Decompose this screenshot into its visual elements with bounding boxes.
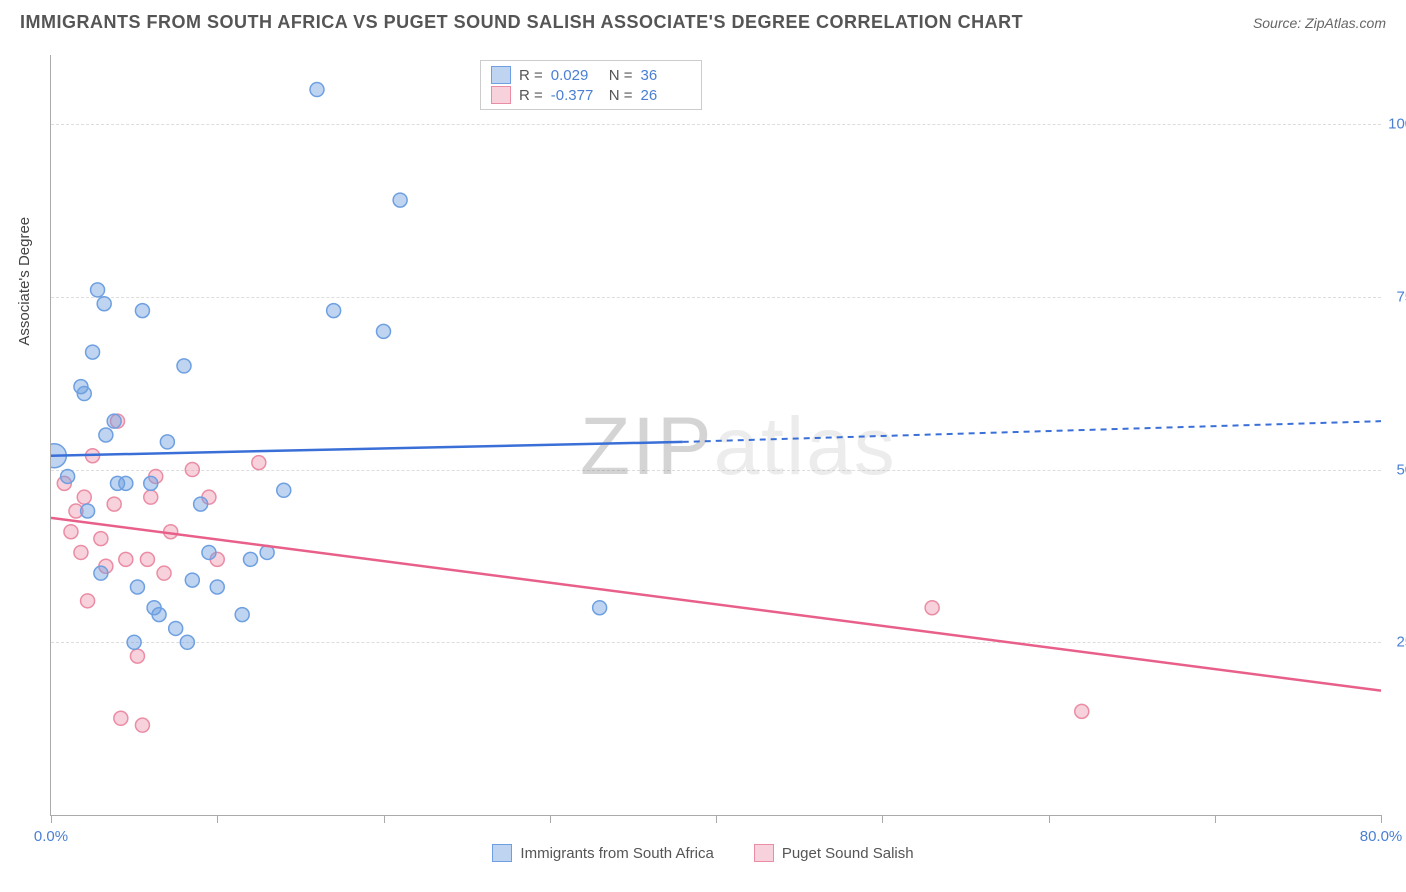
legend-item-pink: Puget Sound Salish [754,844,914,862]
x-tick [550,815,551,823]
legend-swatch-blue-2 [492,844,512,862]
legend-swatch-blue [491,66,511,84]
series-label-pink: Puget Sound Salish [782,845,914,862]
legend-row-pink: R = -0.377 N = 26 [491,85,691,105]
correlation-legend: R = 0.029 N = 36 R = -0.377 N = 26 [480,60,702,110]
x-tick [1381,815,1382,823]
x-tick [217,815,218,823]
n-label: N = [609,87,633,104]
x-tick [384,815,385,823]
chart-plot-area: 25.0%50.0%75.0%100.0%0.0%80.0% [50,55,1381,816]
n-value-blue: 36 [641,67,691,84]
x-tick [716,815,717,823]
scatter-plot-svg [51,55,1381,815]
x-tick [51,815,52,823]
r-label: R = [519,87,543,104]
x-tick-label: 80.0% [1360,828,1403,845]
chart-header: IMMIGRANTS FROM SOUTH AFRICA VS PUGET SO… [0,0,1406,41]
x-tick [1049,815,1050,823]
legend-item-blue: Immigrants from South Africa [492,844,713,862]
r-label: R = [519,67,543,84]
r-value-pink: -0.377 [551,87,601,104]
chart-source: Source: ZipAtlas.com [1253,15,1386,31]
y-tick-label: 100.0% [1388,116,1406,133]
x-tick [1215,815,1216,823]
series-label-blue: Immigrants from South Africa [520,845,713,862]
legend-swatch-pink-2 [754,844,774,862]
series-legend: Immigrants from South Africa Puget Sound… [0,844,1406,862]
y-tick-label: 50.0% [1396,461,1406,478]
chart-title: IMMIGRANTS FROM SOUTH AFRICA VS PUGET SO… [20,12,1023,33]
r-value-blue: 0.029 [551,67,601,84]
legend-swatch-pink [491,86,511,104]
x-tick-label: 0.0% [34,828,68,845]
n-label: N = [609,67,633,84]
y-tick-label: 75.0% [1396,288,1406,305]
n-value-pink: 26 [641,87,691,104]
y-axis-title: Associate's Degree [16,217,33,346]
y-tick-label: 25.0% [1396,634,1406,651]
x-tick [882,815,883,823]
legend-row-blue: R = 0.029 N = 36 [491,65,691,85]
